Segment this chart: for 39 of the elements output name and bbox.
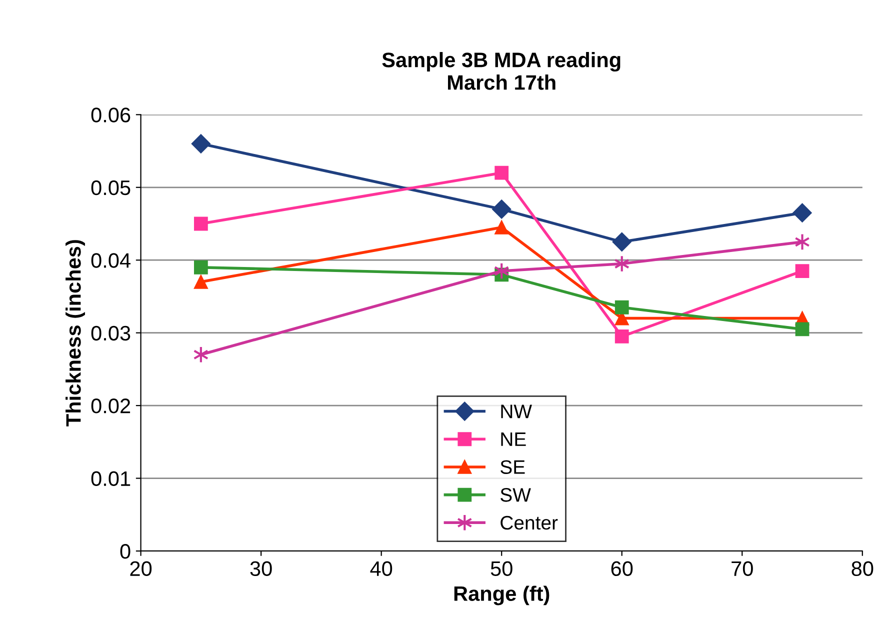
y-axis-title: Thickness (inches): [66, 240, 85, 426]
x-tick-label: 20: [130, 561, 152, 576]
y-tick-label: 0.03: [91, 326, 130, 341]
point: [794, 233, 810, 251]
chart-title: Sample 3B MDA reading March 17th: [382, 52, 620, 90]
x-tick-label: 60: [611, 561, 633, 576]
x-tick-label: 40: [370, 561, 392, 576]
point: [492, 200, 512, 219]
point: [494, 262, 510, 280]
point: [614, 300, 629, 314]
legend-label: Center: [500, 516, 558, 530]
point: [494, 166, 509, 180]
legend-label: SW: [500, 488, 531, 502]
legend-label: NW: [501, 404, 532, 418]
y-tick-label: 0.05: [91, 180, 130, 196]
y-tick-label: 0.06: [91, 108, 130, 122]
point: [795, 322, 810, 336]
legend-label: SE: [500, 460, 525, 474]
y-tick-label: 0.02: [91, 398, 130, 414]
y-tick-label: 0: [120, 544, 130, 559]
point: [792, 203, 812, 222]
y-tick-label: 0.04: [91, 253, 130, 268]
point: [612, 232, 632, 252]
x-tick-label: 70: [732, 561, 753, 576]
point: [191, 134, 210, 154]
point: [194, 260, 208, 274]
point: [614, 330, 629, 344]
point: [614, 255, 630, 272]
x-axis-title: Range (ft): [454, 586, 550, 606]
point: [194, 274, 208, 289]
x-tick-label: 50: [490, 561, 512, 576]
point: [193, 346, 209, 364]
point: [194, 216, 208, 231]
x-tick-label: 80: [852, 561, 874, 576]
point: [795, 264, 810, 278]
x-tick-label: 30: [250, 561, 272, 576]
point: [494, 220, 509, 234]
legend-label: NE: [501, 432, 526, 446]
y-tick-label: 0.01: [91, 471, 130, 486]
